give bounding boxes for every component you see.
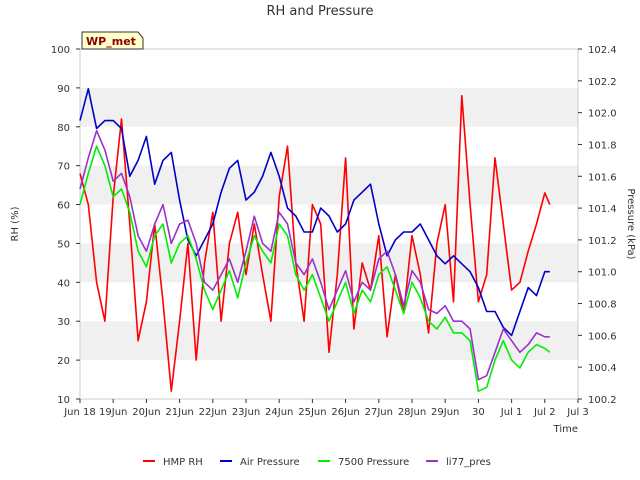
x-tick-label: 27Jun xyxy=(365,407,393,418)
x-tick-label: Jun 18 xyxy=(63,407,96,418)
legend-item-7500-pressure: 7500 Pressure xyxy=(318,457,409,468)
y-right-tick-label: 100.4 xyxy=(588,363,617,374)
x-tick-label: 24Jun xyxy=(265,407,293,418)
x-tick-label: 20Jun xyxy=(132,407,160,418)
y-right-tick-label: 100.8 xyxy=(588,300,617,311)
x-tick-label: Jul 3 xyxy=(566,407,589,418)
series-line-7500-pressure xyxy=(79,145,551,393)
x-tick-label: 23Jun xyxy=(232,407,260,418)
y-left-tick-label: 40 xyxy=(57,278,70,289)
y-right-tick-label: 101.4 xyxy=(588,204,617,215)
station-badge-label: WP_met xyxy=(86,35,136,48)
axis-layer: 10 20 30 40 50 60 70 80 90 100 100.2 100.4 100.6 100.… xyxy=(51,45,617,418)
y-left-tick-label: 30 xyxy=(57,317,70,328)
legend-label: li77_pres xyxy=(446,457,491,468)
grid-band xyxy=(80,87,578,127)
x-tick-label: 26Jun xyxy=(331,407,359,418)
x-tick-label: 28Jun xyxy=(398,407,426,418)
series-line-li77-pres xyxy=(79,129,550,381)
x-tick-label: 30 xyxy=(472,407,485,418)
y-right-tick-label: 102.4 xyxy=(588,45,617,56)
y-right-tick-label: 102.0 xyxy=(588,109,617,120)
legend-label: Air Pressure xyxy=(240,457,300,468)
x-tick-label: Jul 2 xyxy=(533,407,556,418)
y-axis-label-right: Pressure (kPa) xyxy=(625,188,636,259)
legend-item-hmp-rh: HMP RH xyxy=(143,457,203,468)
station-badge-box xyxy=(81,31,144,50)
y-right-tick-label: 101.8 xyxy=(588,140,617,151)
chart-title: RH and Pressure xyxy=(266,4,373,19)
legend: HMP RH Air Pressure 7500 Pressure li77_pres xyxy=(143,457,491,468)
series-line-air-pressure xyxy=(79,88,550,337)
series-line-hmp-rh xyxy=(79,94,551,393)
station-badge: WP_met xyxy=(81,31,144,50)
y-right-tick-label: 101.0 xyxy=(588,268,617,279)
y-left-tick-label: 80 xyxy=(57,123,70,134)
y-left-tick-label: 70 xyxy=(57,162,70,173)
plot-frame xyxy=(79,48,579,400)
grid-band xyxy=(80,243,578,283)
x-tick-label: 21Jun xyxy=(165,407,193,418)
x-tick-label: 25Jun xyxy=(298,407,326,418)
y-right-tick-label: 100.6 xyxy=(588,331,617,342)
grid-band xyxy=(80,165,578,205)
y-left-tick-label: 60 xyxy=(57,201,70,212)
legend-label: HMP RH xyxy=(163,457,203,468)
y-left-tick-label: 10 xyxy=(57,395,70,406)
legend-label: 7500 Pressure xyxy=(338,457,409,468)
x-tick-label: 22Jun xyxy=(199,407,227,418)
x-tick-label: 19Jun xyxy=(99,407,127,418)
y-right-tick-label: 102.2 xyxy=(588,77,617,88)
x-tick-label: 29Jun xyxy=(431,407,459,418)
legend-item-li77-pres: li77_pres xyxy=(426,457,491,468)
y-right-tick-label: 101.6 xyxy=(588,172,617,183)
y-left-tick-label: 20 xyxy=(57,356,70,367)
y-left-tick-label: 100 xyxy=(51,45,70,56)
y-left-tick-label: 50 xyxy=(57,239,70,250)
y-right-tick-label: 101.2 xyxy=(588,236,617,247)
y-axis-label-left: RH (%) xyxy=(10,206,21,241)
x-axis-label: Time xyxy=(553,424,578,435)
y-right-tick-label: 100.2 xyxy=(588,395,617,406)
x-tick-label: Jul 1 xyxy=(500,407,523,418)
y-left-tick-label: 90 xyxy=(57,84,70,95)
legend-item-air-pressure: Air Pressure xyxy=(220,457,300,468)
series-layer xyxy=(79,88,551,393)
